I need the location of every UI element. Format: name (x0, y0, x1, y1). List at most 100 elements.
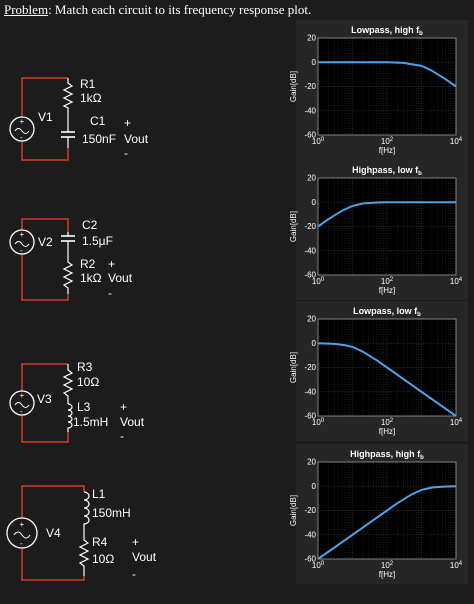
problem-label: Problem (4, 2, 49, 17)
wire (21, 77, 68, 117)
y-tick-label: 20 (307, 315, 316, 324)
y-tick-label: -40 (304, 530, 316, 539)
circuit-3: + - V3 R3 10Ω L3 1.5mH + Vout - (9, 360, 145, 443)
resistor-icon (62, 364, 74, 404)
x-tick-label: 100 (312, 561, 325, 570)
inductor-icon (67, 403, 73, 432)
component-name: R4 (92, 535, 108, 549)
x-tick-label: 102 (381, 418, 394, 427)
y-tick-label: 20 (307, 458, 316, 467)
y-tick-label: 20 (307, 34, 316, 43)
x-axis-label: f[Hz] (379, 146, 395, 155)
source-minus-sign: - (20, 539, 23, 548)
plot-frame (317, 318, 457, 417)
wire (21, 254, 69, 301)
wire (21, 485, 85, 518)
y-tick-label: 0 (312, 482, 317, 491)
vout-label: Vout (108, 271, 133, 285)
problem-statement: Problem: Match each circuit to its frequ… (4, 2, 311, 18)
y-tick-label: 0 (312, 339, 317, 348)
problem-text: : Match each circuit to its frequency re… (48, 2, 312, 17)
sine-wave-icon (14, 402, 30, 408)
source-label: V1 (38, 110, 53, 124)
component-name: L1 (92, 487, 106, 501)
x-tick-label: 104 (450, 561, 463, 570)
component-name: C2 (82, 218, 98, 232)
chart-title: Lowpass, low fb (353, 306, 421, 318)
chart-title: Highpass, low fb (352, 165, 422, 177)
component-value: 150nF (82, 132, 116, 146)
y-axis-label: Gain[dB] (289, 211, 298, 242)
component-name: R1 (80, 77, 96, 91)
y-tick-label: -20 (304, 506, 316, 515)
component-value: 150mH (92, 506, 131, 520)
source-label: V3 (37, 392, 52, 406)
wire (21, 218, 69, 232)
component-value: 1.5μF (82, 234, 113, 248)
y-tick-label: -60 (304, 271, 316, 280)
y-tick-label: -40 (304, 387, 316, 396)
circuit-2: + - V2 C2 1.5μF R2 1kΩ + Vout - (9, 218, 133, 301)
y-tick-label: -60 (304, 131, 316, 140)
wire (21, 363, 68, 391)
series-line (317, 485, 457, 560)
series-line (317, 342, 457, 417)
source-plus-sign: + (20, 117, 25, 126)
x-axis-label: f[Hz] (379, 570, 395, 579)
x-tick-label: 102 (381, 561, 394, 570)
y-tick-label: -40 (304, 106, 316, 115)
wire (21, 415, 69, 443)
source-plus-sign: + (20, 230, 25, 239)
vout-plus: + (120, 400, 127, 414)
x-tick-label: 100 (312, 137, 325, 146)
chart-title: Highpass, high fb (350, 449, 424, 461)
y-tick-label: -60 (304, 555, 316, 564)
vout-plus: + (108, 257, 115, 271)
source-label: V2 (38, 235, 53, 249)
vout-plus: + (132, 535, 139, 549)
source-plus-sign: + (20, 520, 25, 529)
x-tick-label: 102 (381, 277, 394, 286)
y-axis-label: Gain[dB] (289, 71, 298, 102)
series-line (317, 201, 456, 228)
y-axis-label: Gain[dB] (289, 352, 298, 383)
sine-wave-icon (14, 241, 30, 247)
component-name: R3 (77, 360, 93, 374)
vout-plus: + (124, 116, 131, 130)
source-minus-sign: - (20, 246, 23, 255)
component-name: C1 (90, 114, 106, 128)
x-tick-label: 102 (381, 137, 394, 146)
circuit-4: + - V4 L1 150mH R4 10Ω + Vout - (6, 485, 157, 581)
x-tick-label: 104 (450, 418, 463, 427)
vout-minus: - (124, 146, 128, 160)
y-tick-label: -60 (304, 412, 316, 421)
vout-minus: - (120, 429, 124, 443)
source-plus-sign: + (20, 391, 25, 400)
component-value: 1kΩ (80, 91, 102, 105)
resistor-icon (62, 78, 74, 132)
y-tick-label: -20 (304, 222, 316, 231)
component-value: 1kΩ (80, 271, 102, 285)
y-tick-label: -20 (304, 363, 316, 372)
x-tick-label: 104 (450, 277, 463, 286)
x-tick-label: 100 (312, 418, 325, 427)
vout-label: Vout (132, 550, 157, 564)
x-tick-label: 100 (312, 277, 325, 286)
series-line (318, 61, 457, 88)
wire (21, 141, 69, 161)
x-axis-label: f[Hz] (379, 427, 395, 436)
sine-wave-icon (14, 128, 30, 134)
y-axis-label: Gain[dB] (289, 495, 298, 526)
voltage-source-icon (9, 229, 35, 255)
vout-minus: - (108, 286, 112, 300)
component-value: 10Ω (92, 552, 114, 566)
y-tick-label: 0 (312, 198, 317, 207)
resistor-icon (78, 534, 90, 576)
wire (21, 548, 85, 581)
component-name: L3 (77, 400, 91, 414)
voltage-source-icon (6, 517, 38, 549)
